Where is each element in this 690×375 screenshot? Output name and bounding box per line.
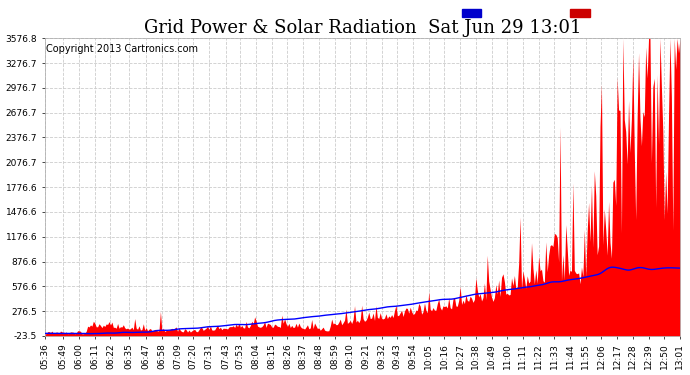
Text: Copyright 2013 Cartronics.com: Copyright 2013 Cartronics.com: [46, 44, 198, 54]
Title: Grid Power & Solar Radiation  Sat Jun 29 13:01: Grid Power & Solar Radiation Sat Jun 29 …: [144, 19, 581, 37]
Legend: Radiation (w/m2), Grid  (AC Watts): Radiation (w/m2), Grid (AC Watts): [458, 4, 675, 22]
